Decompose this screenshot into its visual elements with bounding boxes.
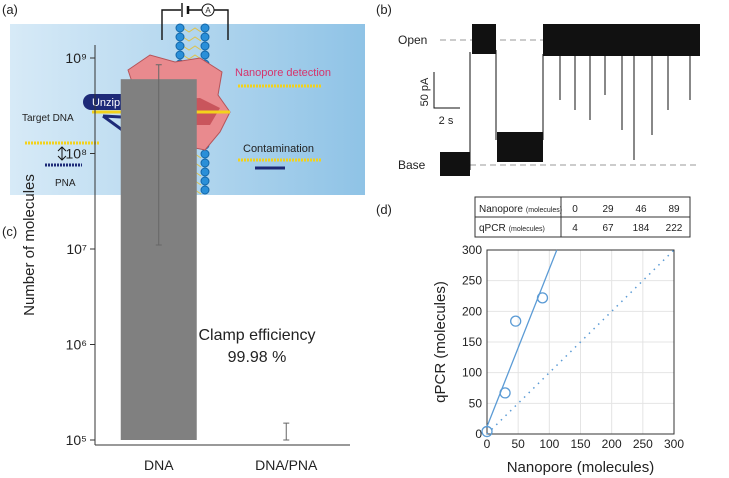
x-tick-label: 250 [633,437,653,451]
point [481,425,493,438]
y-tick-label: 150 [462,335,482,349]
row-unit: (molecules) [526,207,562,214]
trace-spikes [469,50,691,170]
lipid-tail [182,27,202,33]
x-tick-label: 300 [664,437,684,451]
row-label: qPCR (molecules) [479,223,545,234]
row-unit: (molecules) [509,226,545,233]
base-label: Base [398,158,426,172]
trace-segment [472,24,496,54]
plot-frame [486,249,675,435]
table-cell: 4 [572,223,578,234]
point [499,387,511,399]
lipid-head [200,176,210,186]
y-tick-label: 100 [462,366,482,380]
row-name: Nanopore [479,204,523,215]
panel-label: (c) [2,224,17,239]
x-axis-label: Nanopore (molecules) [507,459,655,476]
table-cell: 0 [572,204,578,215]
y-tick-label: 0 [475,427,482,441]
row-name: qPCR [479,223,506,234]
pna-label: PNA [55,178,76,189]
table-cell: 222 [666,223,683,234]
lipid-tail [182,36,202,42]
current-trace: Open Base 50 pA 2 s [398,24,700,176]
detection-label: Nanopore detection [235,67,331,79]
unzip-label: Unzip [92,97,120,109]
circuit-wire [161,9,229,40]
y-tick-label: 10⁹ [65,50,87,66]
error-bar [155,64,162,246]
current-scale-label: 50 pA [419,77,431,106]
lipid-head [175,41,185,51]
panel-label: (b) [376,2,392,17]
contamination-label: Contamination [243,143,314,155]
table-cell: 184 [633,223,650,234]
lipid-head [200,50,210,60]
x-tick-label: 200 [602,437,622,451]
error-bar [283,422,290,441]
x-tick-label: DNA/PNA [255,457,318,473]
y-tick-label: 200 [462,304,482,318]
ammeter [201,3,215,17]
identity-line [486,249,675,435]
x-tick-label: 100 [539,437,559,451]
scatter-chart: 0 50 100 150 200 250 300 0 50 100 150 200 250 300 Nano… [432,243,684,476]
lipid-head [200,167,210,177]
lipid-head [200,149,210,159]
annotation: Clamp efficiency [198,327,315,344]
lipid-head [175,50,185,60]
table-cell: 67 [602,223,614,234]
ammeter-label: A [205,6,211,15]
target-dna-label: Target DNA [22,113,74,124]
y-tick-label: 250 [462,274,482,288]
point [510,315,522,327]
trace-segment [497,132,543,162]
trace-segment [543,24,700,56]
y-tick-label: 10⁷ [66,241,87,257]
lipid-tail [182,45,202,51]
trace-segment [440,152,470,176]
panel-label: (a) [2,2,18,17]
x-tick-label: 150 [570,437,590,451]
y-tick-label: 10⁶ [66,337,87,353]
lipid-head [200,23,210,33]
lipid-head [175,23,185,33]
annotation: 99.98 % [228,349,287,366]
panel-label: (d) [376,202,392,217]
lipid-head [200,185,210,195]
table-cell: 46 [635,204,647,215]
lipid-tail [182,54,202,60]
y-tick-label: 10⁸ [66,146,88,162]
x-tick-label: 0 [484,437,491,451]
y-axis-label: Number of molecules [21,174,38,316]
y-tick-label: 10⁵ [66,432,87,448]
y-axis-label: qPCR (molecules) [432,281,449,403]
table-cell: 29 [602,204,614,215]
table-cell: 89 [668,204,680,215]
time-scale-label: 2 s [439,115,454,127]
point [536,292,549,304]
fit-line [486,249,558,427]
lipid-head [200,41,210,51]
arrow [57,146,67,161]
x-tick-label: 50 [511,437,525,451]
bar-chart: 10⁵ 10⁶ 10⁷ 10⁸ 10⁹ Number of molecules DNA DNA… [21,45,350,473]
y-tick-label: 50 [469,396,483,410]
row-label: Nanopore (molecules) [479,204,562,215]
y-tick-label: 300 [462,243,482,257]
lipid-head [200,32,210,42]
scale-bar [433,72,460,109]
open-label: Open [398,33,427,47]
lipid-head [175,32,185,42]
lipid-head [200,158,210,168]
x-tick-label: DNA [144,457,174,473]
